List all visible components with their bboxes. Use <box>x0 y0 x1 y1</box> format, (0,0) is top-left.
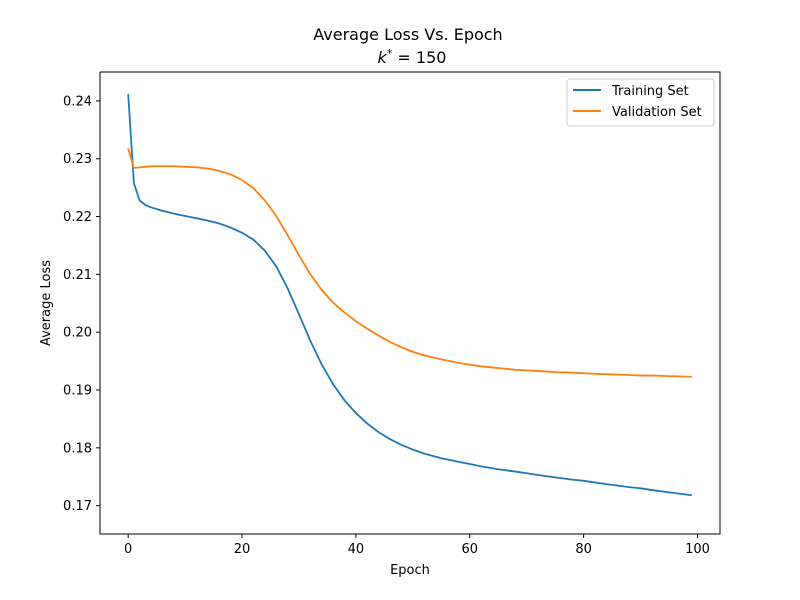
y-tick-label: 0.24 <box>63 94 92 109</box>
plot-frame <box>99 71 721 535</box>
y-axis-label: Average Loss <box>39 260 54 346</box>
x-tick-label: 100 <box>685 542 710 557</box>
series-line-training-set <box>127 93 692 497</box>
y-axis: 0.17 0.18 0.19 0.20 0.21 0.22 0.23 0.24 <box>63 94 100 514</box>
y-tick-label: 0.17 <box>63 499 92 514</box>
y-tick-label: 0.20 <box>63 326 92 341</box>
subtitle-superscript: * <box>387 47 393 60</box>
chart-title: Average Loss Vs. Epoch <box>313 25 502 44</box>
legend-label-validation: Validation Set <box>612 105 702 120</box>
legend-label-training: Training Set <box>611 84 689 99</box>
y-tick-label: 0.19 <box>63 384 92 399</box>
subtitle-variable: k <box>378 48 388 67</box>
legend-box <box>566 78 715 127</box>
y-tick-label: 0.23 <box>63 152 92 167</box>
y-tick-label: 0.22 <box>63 210 92 225</box>
y-tick-label: 0.18 <box>63 441 92 456</box>
x-tick-label: 60 <box>462 542 479 557</box>
x-tick-label: 0 <box>124 542 132 557</box>
x-axis-label: Epoch <box>390 563 430 578</box>
chart-subtitle: k* = 150 <box>378 47 447 67</box>
y-tick-label: 0.21 <box>63 268 92 283</box>
series-line-validation-set <box>127 148 692 378</box>
x-tick-label: 40 <box>348 542 365 557</box>
legend: Training Set Validation Set <box>566 78 715 127</box>
plot-lines <box>127 93 692 497</box>
x-axis: 0 20 40 60 80 100 <box>124 534 710 557</box>
x-tick-label: 20 <box>234 542 251 557</box>
x-tick-label: 80 <box>575 542 592 557</box>
subtitle-value: = 150 <box>392 48 446 67</box>
